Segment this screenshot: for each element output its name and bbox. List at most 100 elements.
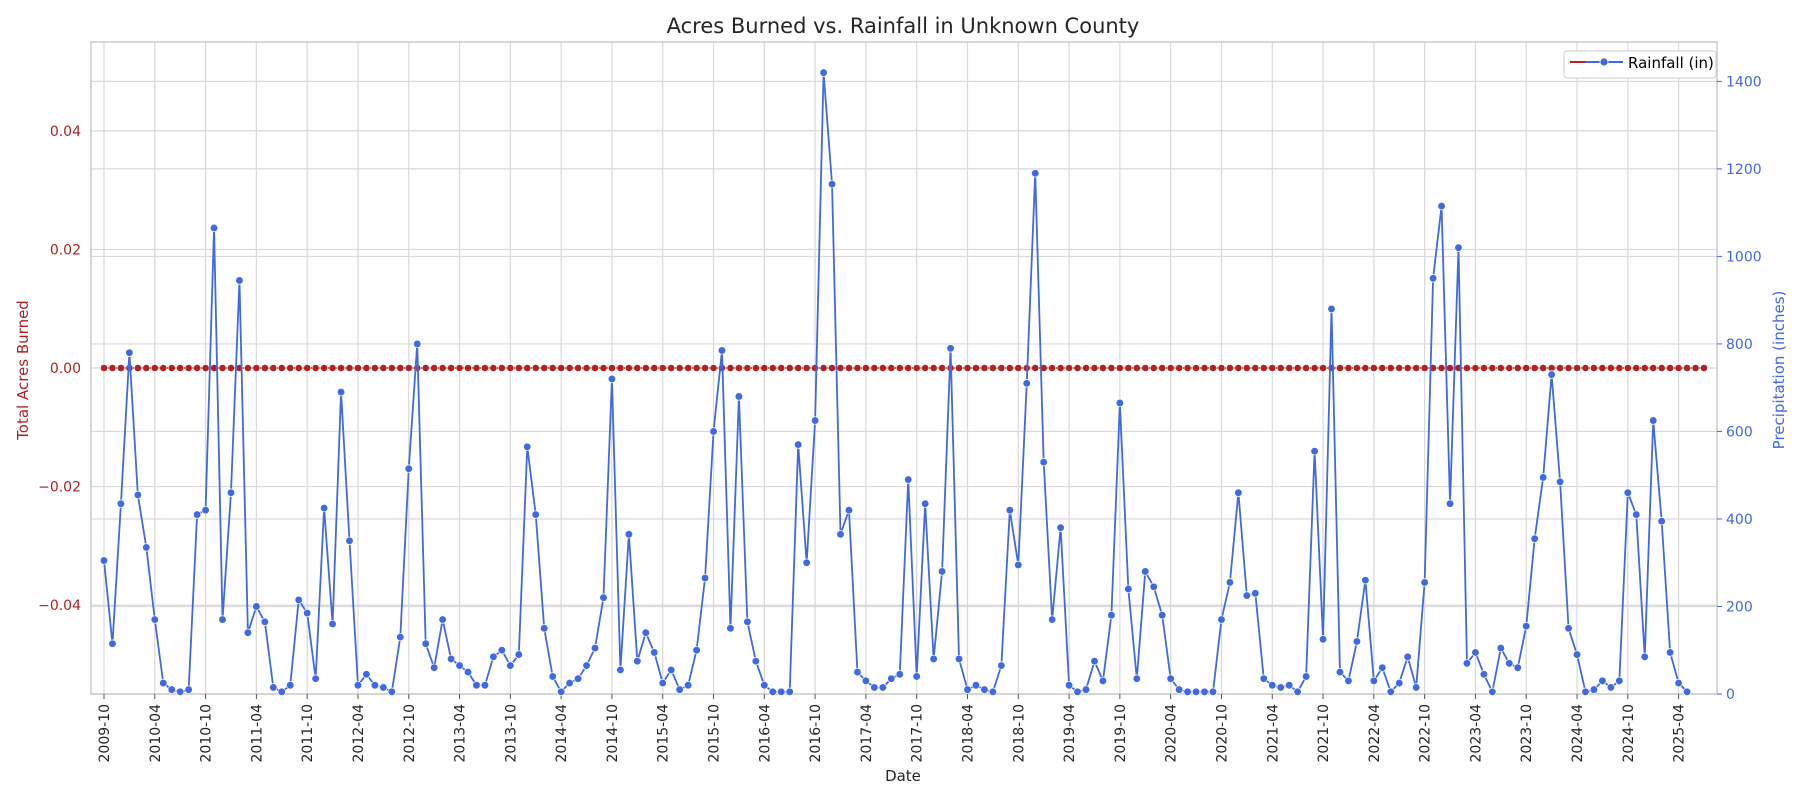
rainfall-point xyxy=(709,427,718,436)
acres-burned-point xyxy=(1327,364,1336,372)
x-tick-label: 2019-04 xyxy=(1062,704,1078,763)
acres-burned-point xyxy=(582,364,591,372)
acres-burned-point xyxy=(997,364,1006,372)
acres-burned-point xyxy=(218,364,227,372)
rainfall-point xyxy=(921,499,930,508)
rainfall-point xyxy=(819,68,828,77)
rainfall-point xyxy=(683,681,693,690)
acres-burned-point xyxy=(489,364,498,372)
rainfall-point xyxy=(446,654,456,664)
rainfall-point xyxy=(1649,416,1658,425)
rainfall-point xyxy=(692,646,701,655)
acres-burned-point xyxy=(1226,364,1234,372)
rainfall-point xyxy=(311,674,320,683)
right-y-axis-label: Precipitation (inches) xyxy=(1770,291,1788,450)
acres-burned-point xyxy=(777,364,786,372)
acres-burned-point xyxy=(845,364,853,372)
rainfall-point xyxy=(802,558,811,567)
acres-burned-point xyxy=(201,364,210,372)
rainfall-point xyxy=(1090,657,1099,666)
acres-burned-point xyxy=(726,364,735,372)
acres-burned-point xyxy=(701,364,709,372)
rainfall-point xyxy=(201,506,210,515)
acres-burned-point xyxy=(100,364,108,372)
acres-burned-point xyxy=(1200,364,1209,372)
rainfall-point xyxy=(599,593,608,602)
rainfall-point xyxy=(1141,567,1150,576)
rainfall-point xyxy=(1547,370,1556,379)
acres-burned-point xyxy=(167,364,176,372)
rainfall-point xyxy=(1098,676,1108,686)
rainfall-point xyxy=(328,619,337,629)
acres-burned-point xyxy=(337,364,345,372)
rainfall-point xyxy=(861,676,871,686)
acres-burned-point xyxy=(802,364,811,372)
acres-burned-point xyxy=(1251,364,1260,372)
acres-burned-point xyxy=(438,364,447,372)
acres-burned-point xyxy=(1590,364,1598,372)
rainfall-point xyxy=(1234,488,1243,497)
rainfall-point xyxy=(904,475,913,484)
acres-burned-point xyxy=(709,364,718,372)
x-tick-label: 2019-10 xyxy=(1113,704,1129,763)
acres-burned-point xyxy=(514,364,523,372)
acres-burned-point xyxy=(1065,364,1073,372)
rainfall-point xyxy=(1344,676,1353,686)
acres-burned-point xyxy=(1293,364,1302,372)
acres-burned-point xyxy=(811,364,820,372)
acres-burned-point xyxy=(1276,364,1285,372)
acres-burned-point xyxy=(404,364,413,372)
rainfall-point xyxy=(1615,676,1624,686)
acres-burned-point xyxy=(472,364,481,372)
acres-burned-point xyxy=(1099,364,1107,372)
rainfall-point xyxy=(1412,683,1421,692)
acres-burned-point xyxy=(1581,364,1590,372)
acres-burned-point xyxy=(1149,364,1158,372)
rainfall-point xyxy=(260,617,269,626)
rainfall-point xyxy=(1039,457,1048,467)
rainfall-point xyxy=(616,665,625,675)
acres-burned-point xyxy=(1649,364,1658,372)
acres-burned-point xyxy=(1234,364,1243,372)
acres-burned-point xyxy=(557,364,566,372)
acres-burned-point xyxy=(1691,364,1700,372)
rainfall-point xyxy=(1335,667,1345,677)
rainfall-point xyxy=(1200,687,1209,696)
x-axis-label: Date xyxy=(885,767,921,785)
rainfall-point xyxy=(1403,652,1412,661)
acres-burned-point xyxy=(1640,364,1649,372)
rainfall-point xyxy=(133,490,143,500)
rainfall-point xyxy=(734,392,744,401)
acres-burned-point xyxy=(565,364,574,372)
rainfall-point xyxy=(878,683,887,692)
left-y-axis-label: Total Acres Burned xyxy=(14,300,32,441)
acres-burned-point xyxy=(1014,364,1023,372)
rainfall-point xyxy=(387,687,396,696)
rainfall-point xyxy=(853,667,862,677)
rainfall-point xyxy=(1454,243,1463,252)
rainfall-point xyxy=(1166,674,1175,683)
rainfall-point xyxy=(1056,523,1065,532)
rainfall-point xyxy=(1395,678,1404,688)
rainfall-point xyxy=(980,685,989,694)
acres-burned-point xyxy=(904,364,913,372)
rainfall-point xyxy=(159,678,168,688)
acres-burned-point xyxy=(1209,364,1217,372)
acres-burned-point xyxy=(608,364,616,372)
acres-burned-point xyxy=(667,364,676,372)
acres-burned-point xyxy=(320,364,329,372)
rainfall-point xyxy=(421,639,430,648)
y-right-tick-label: 1200 xyxy=(1726,162,1762,178)
acres-burned-point xyxy=(286,364,295,372)
rainfall-point xyxy=(556,687,566,696)
acres-burned-point xyxy=(616,364,625,372)
rainfall-point xyxy=(514,650,523,659)
acres-burned-point xyxy=(887,364,896,372)
x-tick-label: 2021-10 xyxy=(1316,704,1332,763)
rainfall-point xyxy=(184,685,193,694)
rainfall-point xyxy=(548,672,557,681)
acres-burned-point xyxy=(870,364,879,372)
rainfall-point xyxy=(252,602,261,611)
rainfall-point xyxy=(370,681,380,690)
rainfall-point xyxy=(1124,584,1133,594)
